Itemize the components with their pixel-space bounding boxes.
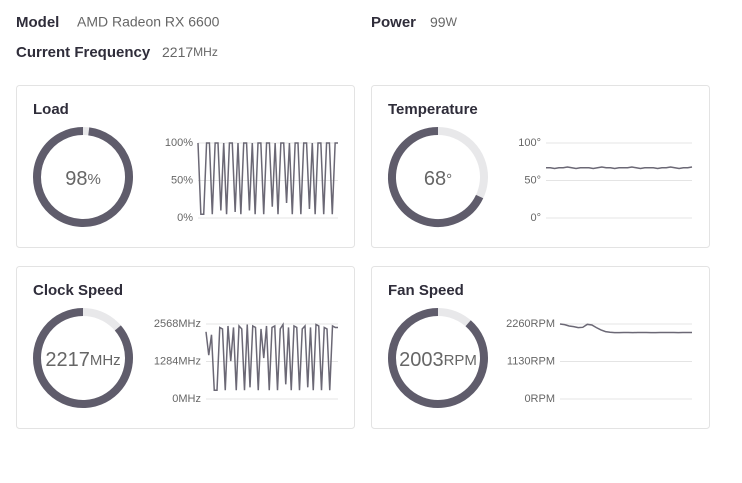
frequency-value: 2217MHz: [162, 44, 218, 60]
gauge-arc: [388, 308, 488, 408]
card-title: Clock Speed: [33, 282, 123, 299]
gauge-arc: [33, 308, 133, 408]
line: [559, 323, 693, 334]
gauge-arc: [33, 127, 133, 227]
gauge-unit: °: [446, 171, 452, 188]
card: Clock Speed 2217MHz 2568MHz 1284MHz 0MHz: [16, 266, 355, 429]
y-tick-label: 100%: [165, 137, 193, 149]
line: [197, 142, 338, 215]
model-value: AMD Radeon RX 6600: [77, 14, 220, 30]
y-tick-label: 2568MHz: [154, 318, 201, 330]
power-label: Power: [371, 14, 416, 31]
line: [546, 166, 693, 170]
gauge-arc: [388, 127, 484, 227]
power-unit: W: [446, 15, 458, 29]
card-frame: [16, 85, 355, 248]
gauge-label: 68°: [424, 168, 452, 190]
frequency-label: Current Frequency: [16, 44, 151, 61]
y-tick-label: 1130RPM: [507, 355, 555, 367]
frequency-number: 2217: [162, 44, 193, 60]
card-frame: [371, 266, 710, 429]
card-title: Fan Speed: [388, 282, 464, 299]
line: [205, 322, 338, 391]
model-label: Model: [16, 14, 59, 31]
gauge-label: 2217MHz: [45, 349, 120, 371]
gauge-value: 2003: [399, 349, 444, 371]
card: Fan Speed 2003RPM 2260RPM 1130RPM 0RPM: [371, 266, 710, 429]
card-frame: [371, 85, 710, 248]
gauge-unit: MHz: [90, 352, 121, 369]
y-tick-label: 50°: [524, 174, 541, 186]
gauge-unit: RPM: [444, 352, 477, 369]
y-tick-label: 0%: [177, 212, 193, 224]
power-number: 99: [430, 14, 446, 30]
y-tick-label: 1284MHz: [154, 355, 201, 367]
frequency-unit: MHz: [193, 45, 218, 59]
y-tick-label: 0RPM: [524, 393, 555, 405]
gauge-unit: %: [87, 171, 100, 188]
card-title: Temperature: [388, 101, 478, 118]
card: Temperature 68° 100° 50° 0°: [371, 85, 710, 248]
gauge-label: 2003RPM: [399, 349, 477, 371]
card-title: Load: [33, 101, 69, 118]
y-tick-label: 0°: [530, 212, 541, 224]
gauge-value: 2217: [45, 349, 90, 371]
gauge-value: 68: [424, 168, 446, 190]
y-tick-label: 0MHz: [172, 393, 201, 405]
power-value: 99W: [430, 14, 458, 30]
gauge-value: 98: [65, 168, 87, 190]
y-tick-label: 100°: [518, 137, 541, 149]
gauge-label: 98%: [65, 168, 101, 190]
y-tick-label: 50%: [171, 174, 193, 186]
card: Load 98% 100% 50% 0%: [16, 85, 355, 248]
y-tick-label: 2260RPM: [506, 318, 555, 330]
